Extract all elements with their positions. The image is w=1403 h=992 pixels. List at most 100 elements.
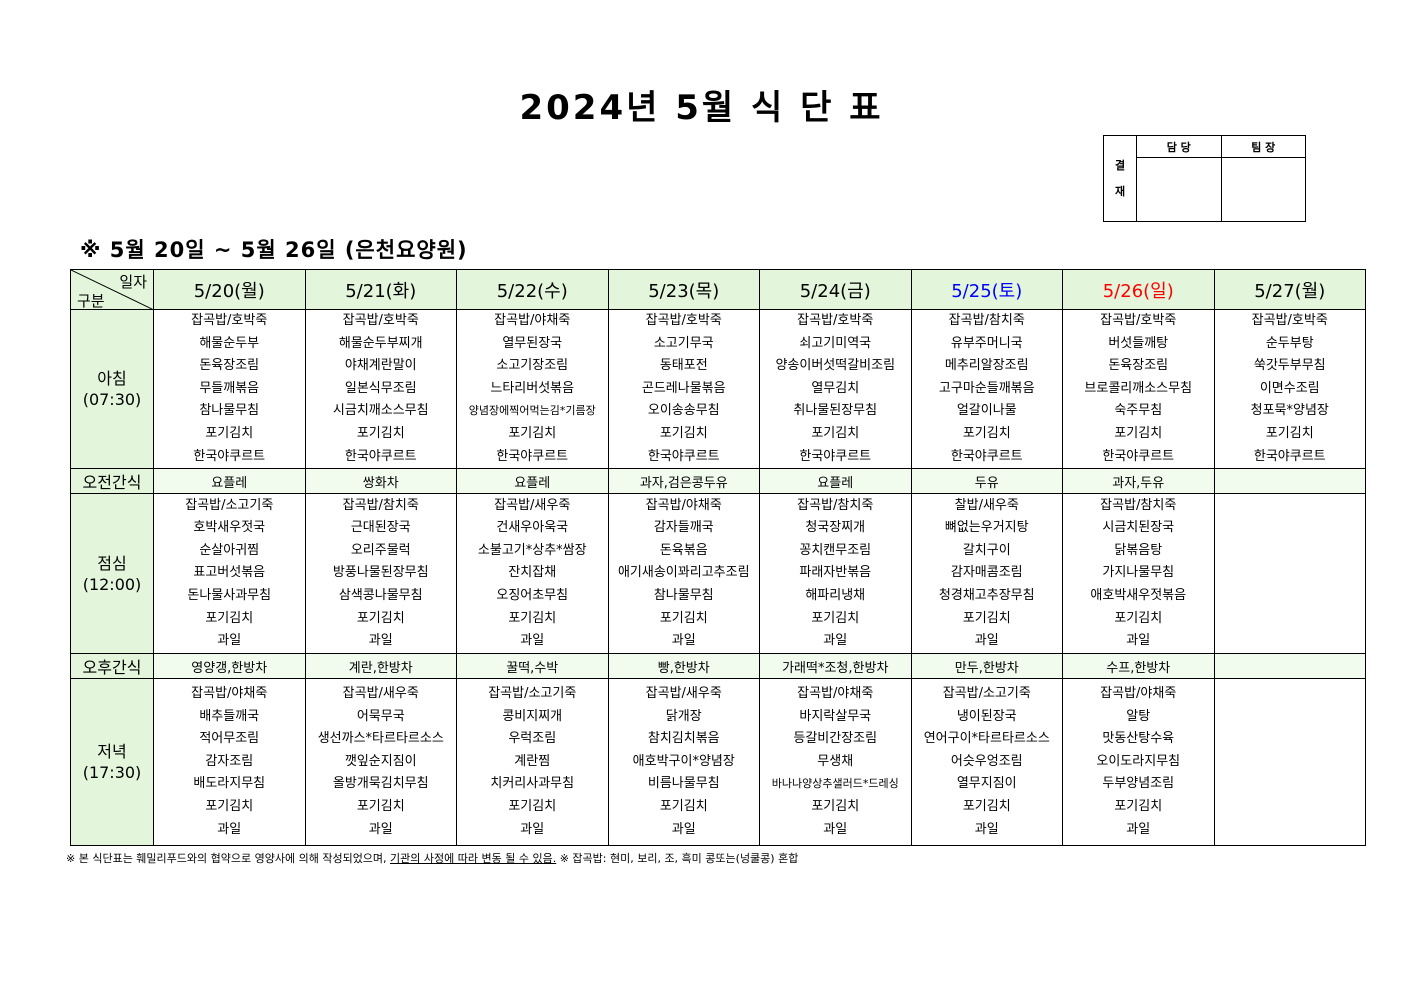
menu-item: 파래자반볶음 (799, 565, 872, 581)
menu-item: 돈육볶음 (659, 542, 708, 558)
menu-item: 돈육장조림 (1108, 358, 1169, 374)
menu-item: 감자매콤조림 (950, 565, 1023, 581)
menu-item: 계란찜 (514, 753, 551, 769)
snack-cell: 쌍화차 (304, 468, 457, 495)
menu-cell: 잡곡밥/호박죽 해물순두부찌개 야채계란말이 일본식무조림 시금치깨소스무침 포기김치 한국… (304, 308, 457, 470)
corner-category-label: 구분 (77, 292, 105, 310)
menu-item: 소고기장조림 (496, 358, 569, 374)
menu-item: 청경채고추장무침 (938, 587, 1035, 603)
menu-item: 포기김치 (659, 799, 708, 815)
menu-item: 얼갈이나물 (956, 403, 1017, 419)
menu-item: 잡곡밥/소고기죽 (185, 497, 274, 513)
menu-item: 포기김치 (962, 425, 1011, 441)
menu-item: 잡곡밥/호박죽 (1251, 313, 1328, 328)
menu-cell: 잡곡밥/새우죽 어묵무국 생선까스*타르타르소스 깻잎순지짐이 올방개묵김치무침 포기김치… (304, 678, 457, 847)
menu-item: 한국야쿠르트 (950, 448, 1023, 464)
approval-sign-team-lead[interactable] (1220, 157, 1306, 222)
menu-item: 과일 (974, 633, 999, 649)
menu-item: 연어구이*타르타르소스 (923, 731, 1050, 747)
menu-item: 포기김치 (1114, 425, 1163, 441)
snack-cell: 만두,한방차 (910, 653, 1063, 680)
approval-box: 결 재 담 당 팀 장 (1103, 135, 1306, 222)
menu-item: 해물순두부찌개 (338, 335, 423, 351)
week-subtitle: ※ 5월 20일 ~ 5월 26일 (은천요양원) (80, 238, 468, 262)
menu-item: 찰밥/새우죽 (954, 497, 1019, 513)
menu-cell: 잡곡밥/새우죽 건새우아욱국 소불고기*상추*쌈장 잔치잡채 오징어초무침 포기김치 과일 (456, 493, 609, 655)
menu-item: 뼈없는우거지탕 (944, 520, 1029, 536)
meal-label: 아침 (07:30) (70, 308, 154, 470)
menu-item: 이면수조림 (1259, 380, 1320, 396)
date-header: 5/21(화) (304, 269, 457, 310)
approval-label: 결 재 (1103, 135, 1137, 222)
diagonal-line (71, 270, 154, 310)
menu-item: 한국야쿠르트 (1253, 448, 1326, 464)
snack-cell: 요플레 (759, 468, 912, 495)
menu-item: 포기김치 (1265, 425, 1314, 441)
meal-row: 저녁 (17:30) 잡곡밥/야채죽 배추들깨국 적어무조림 감자조림 배도라지무침 포기김치… (70, 678, 1366, 847)
snack-cell: 가래떡*조청,한방차 (759, 653, 912, 680)
menu-item: 포기김치 (811, 799, 860, 815)
menu-item: 유부주머니국 (950, 335, 1023, 351)
snack-cell: 빵,한방차 (607, 653, 760, 680)
menu-item: 포기김치 (659, 425, 708, 441)
menu-item: 포기김치 (659, 610, 708, 626)
meal-time: (12:00) (82, 574, 142, 594)
menu-item: 한국야쿠르트 (193, 448, 266, 464)
menu-item: 참나물무침 (653, 587, 714, 603)
menu-item: 오리주물럭 (350, 542, 411, 558)
snack-cell: 과자,두유 (1062, 468, 1215, 495)
menu-cell: 잡곡밥/소고기죽 콩비지찌개 우럭조림 계란찜 치커리사과무침 포기김치 과일 (456, 678, 609, 847)
menu-cell: 잡곡밥/호박죽 버섯들깨탕 돈육장조림 브로콜리깨소스무침 숙주무침 포기김치 한국야쿠르트 (1062, 308, 1215, 470)
menu-item: 열무된장국 (502, 335, 563, 351)
menu-cell: 잡곡밥/호박죽 소고기무국 동태포전 곤드레나물볶음 오이송송무침 포기김치 한국야쿠르트 (607, 308, 760, 470)
menu-item: 과일 (671, 633, 696, 649)
menu-item: 잡곡밥/호박죽 (191, 313, 268, 328)
menu-item: 잔치잡채 (508, 565, 557, 581)
page-title: 2024년 5월 식 단 표 (519, 88, 884, 128)
menu-item: 열무김치 (811, 380, 860, 396)
menu-item: 참나물무침 (199, 403, 260, 419)
menu-item: 근대된장국 (350, 520, 411, 536)
menu-item: 표고버섯볶음 (193, 565, 266, 581)
menu-item: 해물순두부 (199, 335, 260, 351)
menu-item: 참치김치볶음 (647, 731, 720, 747)
menu-item: 포기김치 (508, 799, 557, 815)
menu-item: 일본식무조림 (344, 380, 417, 396)
menu-item: 포기김치 (356, 425, 405, 441)
menu-item: 야채계란말이 (344, 358, 417, 374)
menu-item: 포기김치 (205, 610, 254, 626)
menu-item: 바나나양상추샐러드*드레싱 (771, 777, 899, 791)
menu-item: 과일 (974, 821, 999, 837)
menu-item: 한국야쿠르트 (496, 448, 569, 464)
menu-cell: 잡곡밥/호박죽 해물순두부 돈육장조림 무들깨볶음 참나물무침 포기김치 한국야쿠르트 (153, 308, 306, 470)
menu-cell: 잡곡밥/야채죽 배추들깨국 적어무조림 감자조림 배도라지무침 포기김치 과일 (153, 678, 306, 847)
menu-item: 건새우아욱국 (496, 520, 569, 536)
menu-item: 호박새우젓국 (193, 520, 266, 536)
menu-item: 포기김치 (508, 610, 557, 626)
date-header: 5/25(토) (910, 269, 1063, 310)
menu-cell: 잡곡밥/야채죽 알탕 맛동산탕수육 오이도라지무침 두부양념조림 포기김치 과일 (1062, 678, 1215, 847)
menu-item: 닭개장 (665, 708, 702, 724)
menu-item: 잡곡밥/참치죽 (948, 313, 1025, 328)
menu-item: 방풍나물된장무침 (332, 565, 429, 581)
menu-cell: 잡곡밥/참치죽 시금치된장국 닭볶음탕 가지나물무침 애호박새우젓볶음 포기김치 과일 (1062, 493, 1215, 655)
meal-name: 아침 (97, 369, 127, 389)
menu-item: 버섯들깨탕 (1108, 335, 1169, 351)
menu-item: 무들깨볶음 (199, 380, 260, 396)
menu-item: 순두부탕 (1265, 335, 1314, 351)
approval-sign-manager[interactable] (1136, 157, 1222, 222)
snack-label: 오후간식 (70, 653, 154, 680)
menu-item: 한국야쿠르트 (344, 448, 417, 464)
menu-item: 오이송송무침 (647, 403, 720, 419)
menu-item: 포기김치 (205, 425, 254, 441)
meal-label: 저녁 (17:30) (70, 678, 154, 847)
footnote-underlined: 기관의 사정에 따라 변동 될 수 있음. (390, 852, 557, 865)
menu-item: 잡곡밥/야채죽 (1100, 686, 1177, 702)
date-header: 5/27(월) (1213, 269, 1366, 310)
snack-cell: 두유 (910, 468, 1063, 495)
menu-item: 과일 (217, 821, 242, 837)
menu-item: 동태포전 (659, 358, 708, 374)
menu-item: 시금치된장국 (1102, 520, 1175, 536)
menu-item: 배도라지무침 (193, 776, 266, 792)
menu-item: 곤드레나물볶음 (641, 380, 726, 396)
